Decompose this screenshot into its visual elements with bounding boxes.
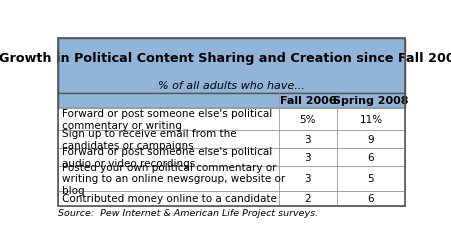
Text: 2: 2	[304, 194, 310, 203]
Text: 11%: 11%	[359, 114, 382, 124]
Text: Growth in Political Content Sharing and Creation since Fall 2006: Growth in Political Content Sharing and …	[0, 52, 451, 65]
Bar	[58, 94, 404, 108]
Bar	[58, 39, 404, 94]
Text: 5%: 5%	[299, 114, 315, 124]
Text: Forward or post someone else's political
commentary or writing: Forward or post someone else's political…	[62, 108, 272, 130]
Text: 3: 3	[304, 134, 310, 144]
Text: % of all adults who have...: % of all adults who have...	[158, 81, 304, 91]
Bar	[58, 166, 404, 191]
Bar	[58, 39, 404, 206]
Text: 6: 6	[367, 152, 373, 162]
Text: Fall 2006: Fall 2006	[279, 96, 336, 106]
Text: 9: 9	[367, 134, 373, 144]
Text: Sign up to receive email from the
candidates or campaigns: Sign up to receive email from the candid…	[62, 129, 237, 150]
Bar	[58, 148, 404, 166]
Text: 5: 5	[367, 174, 373, 184]
Text: Contributed money online to a candidate: Contributed money online to a candidate	[62, 194, 277, 203]
Text: 3: 3	[304, 152, 310, 162]
Bar	[58, 191, 404, 206]
Bar	[58, 130, 404, 148]
Text: Source:  Pew Internet & American Life Project surveys.: Source: Pew Internet & American Life Pro…	[58, 208, 318, 217]
Text: Spring 2008: Spring 2008	[332, 96, 408, 106]
Text: Forward or post someone else's political
audio or video recordings: Forward or post someone else's political…	[62, 147, 272, 168]
Text: 6: 6	[367, 194, 373, 203]
Text: 3: 3	[304, 174, 310, 184]
Bar	[58, 108, 404, 130]
Text: Posted your own political commentary or
writing to an online newsgroup, website : Posted your own political commentary or …	[62, 162, 285, 195]
